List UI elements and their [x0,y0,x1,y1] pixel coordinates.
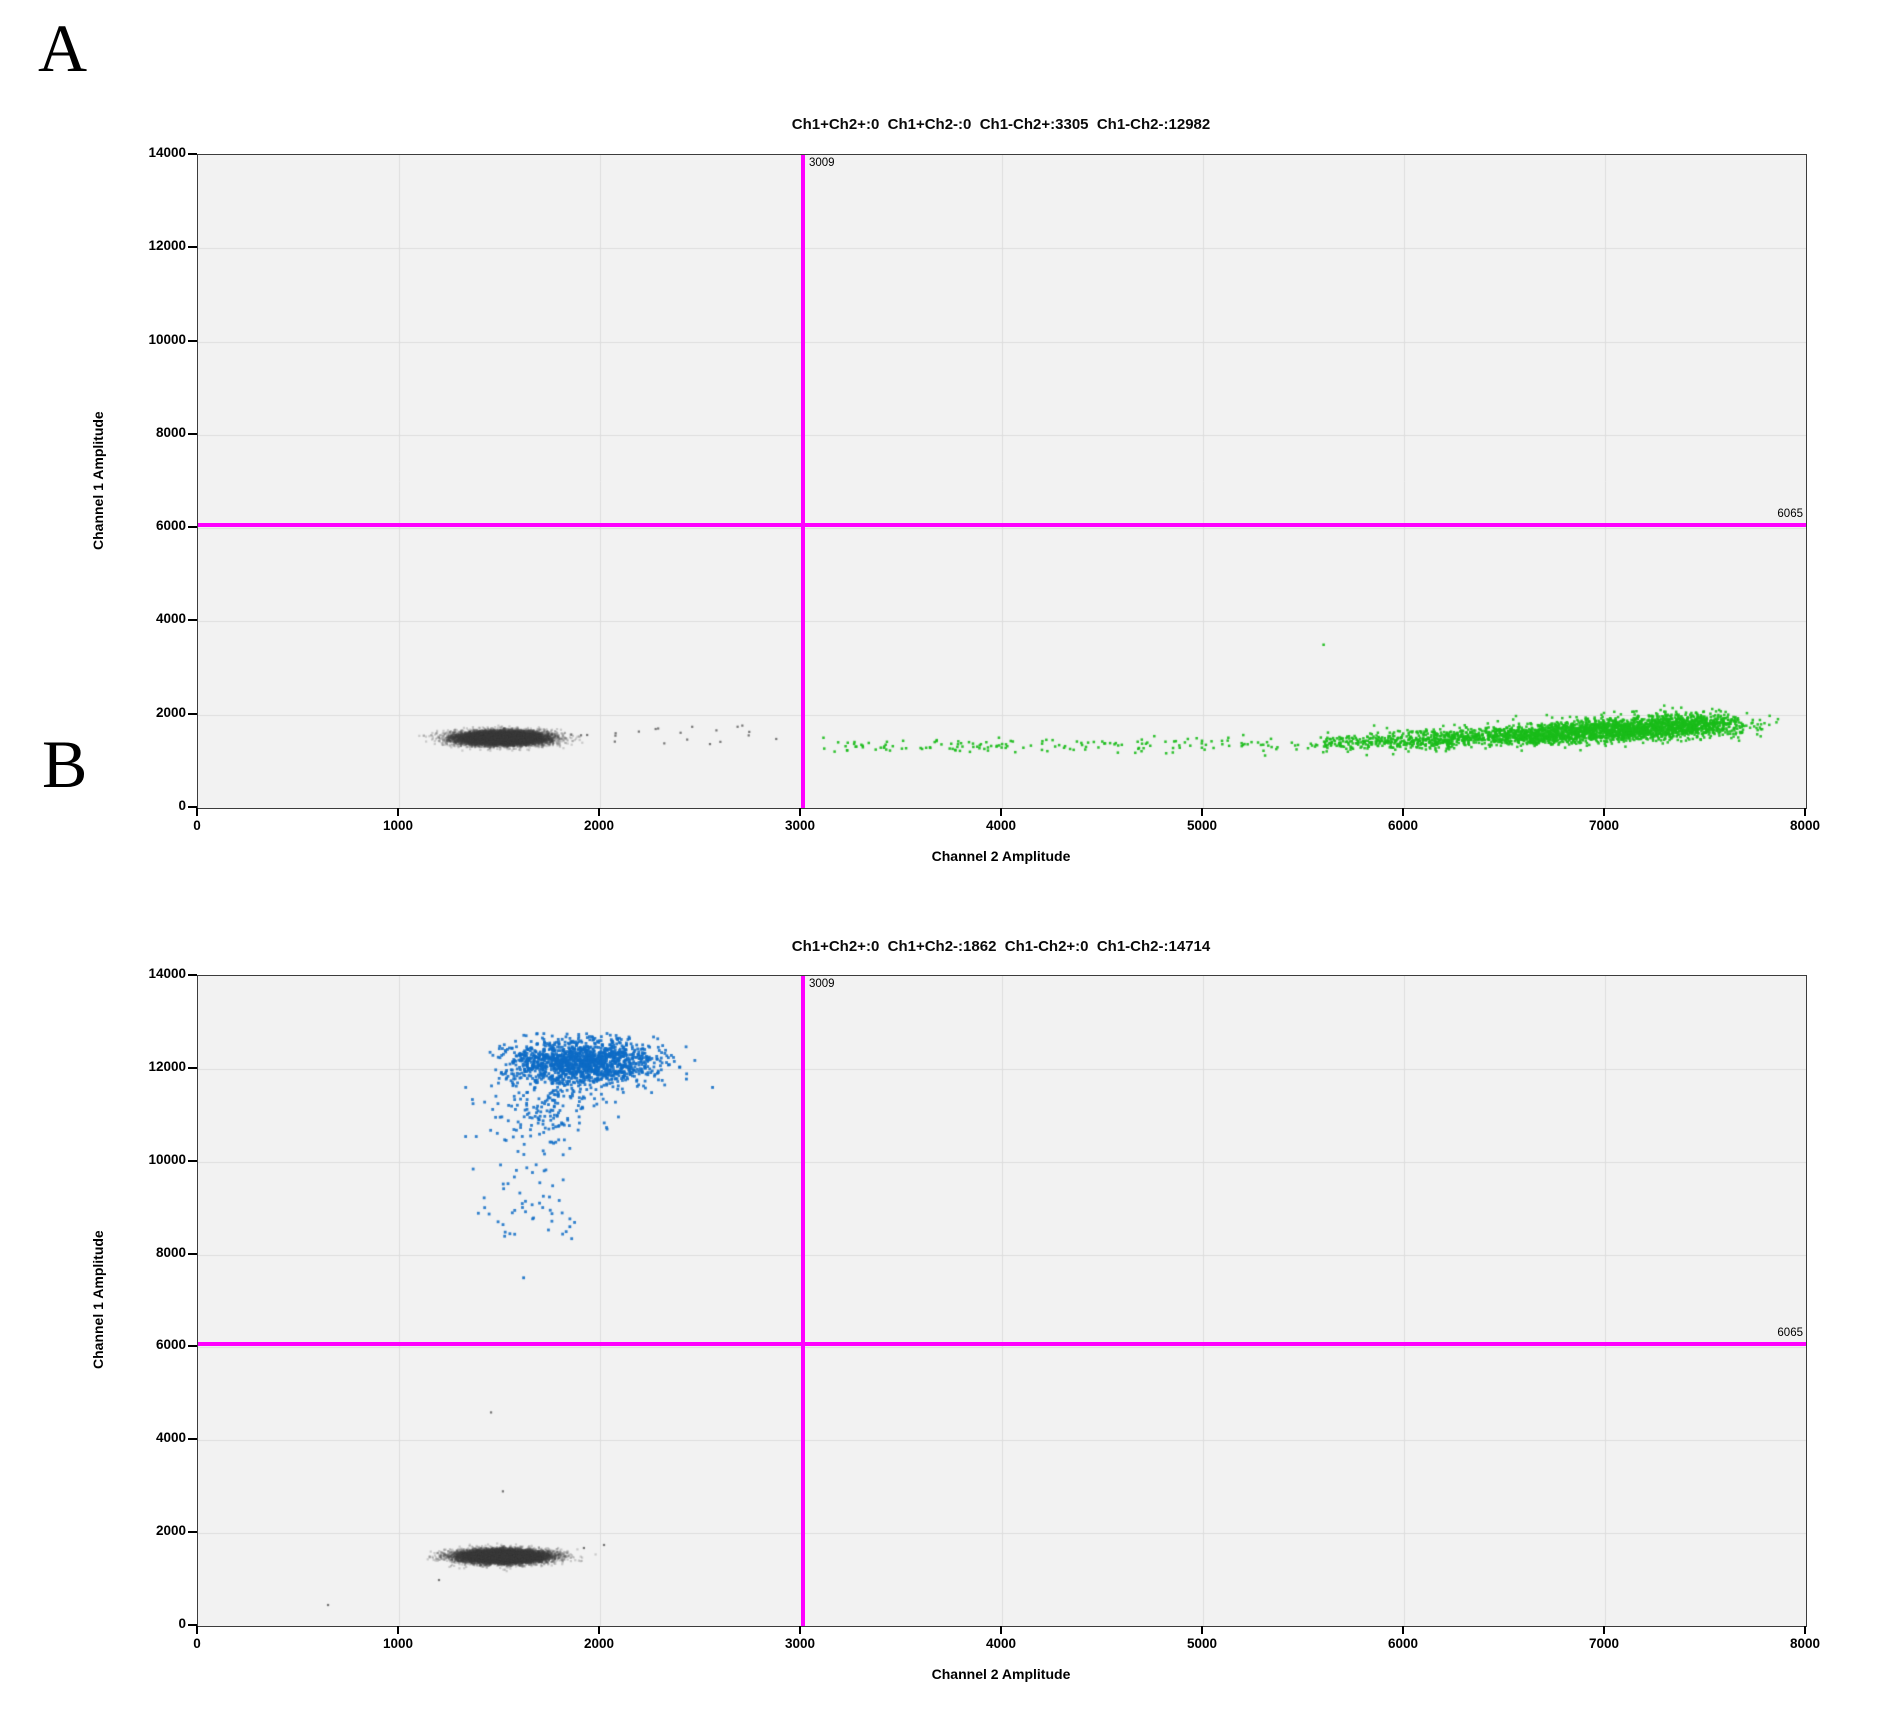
x-tick-label: 1000 [382,818,414,833]
y-tick-mark [188,1438,197,1441]
y-tick-label: 6000 [155,1337,186,1353]
y-tick-label: 12000 [148,1058,186,1074]
x-tick-mark [598,808,600,816]
panel-b-crosshair-y-value: 6065 [1777,1327,1803,1339]
x-tick-label: 7000 [1588,818,1620,833]
x-tick-mark [1402,1626,1404,1634]
x-tick-label: 6000 [1387,818,1419,833]
x-tick-label: 4000 [985,1636,1017,1651]
y-tick-label: 0 [178,1616,186,1631]
y-tick-label: 4000 [155,611,186,627]
panel-b-scatter-canvas [198,976,1806,1626]
x-tick-mark [1000,1626,1002,1634]
panel-b-crosshair-vertical-line[interactable] [801,976,805,1626]
panel-b-x-axis-title: Channel 2 Amplitude [931,1666,1071,1682]
x-tick-mark [1201,1626,1203,1634]
y-tick-label: 14000 [148,145,186,160]
panel-a-x-axis-title: Channel 2 Amplitude [931,848,1071,864]
panel-b-crosshair-x-value: 3009 [809,978,835,990]
x-tick-label: 0 [193,818,201,833]
y-tick-label: 8000 [155,424,186,440]
x-tick-mark [1804,808,1806,816]
x-tick-mark [799,1626,801,1634]
x-tick-mark [1201,808,1203,816]
panel-b-y-axis-title: Channel 1 Amplitude [90,1230,106,1370]
panel-a-crosshair-x-value: 3009 [809,157,835,169]
y-tick-mark [188,619,197,622]
x-tick-label: 0 [193,1636,201,1651]
panel-a-crosshair-vertical-line[interactable] [801,155,805,808]
panel-a-plot-area: 3009 6065 [197,154,1807,809]
x-tick-mark [397,1626,399,1634]
panel-b-chart-title: Ch1+Ch2+:0 Ch1+Ch2-:1862 Ch1-Ch2+:0 Ch1-… [791,938,1211,955]
panel-a-scatter-canvas [198,155,1806,808]
x-tick-label: 1000 [382,1636,414,1651]
x-tick-label: 3000 [784,818,816,833]
y-tick-mark [188,153,197,155]
y-tick-mark [188,339,197,342]
y-tick-mark [188,712,197,715]
y-tick-mark [188,1345,197,1348]
x-tick-label: 8000 [1789,818,1821,833]
panel-a-crosshair-horizontal-line[interactable] [198,523,1806,527]
y-tick-mark [188,246,197,249]
x-tick-label: 8000 [1789,1636,1821,1651]
y-tick-label: 14000 [148,966,186,981]
x-tick-mark [799,808,801,816]
x-tick-label: 7000 [1588,1636,1620,1651]
x-tick-mark [1603,1626,1605,1634]
y-tick-label: 2000 [155,1523,186,1539]
panel-a-chart-title: Ch1+Ch2+:0 Ch1+Ch2-:0 Ch1-Ch2+:3305 Ch1-… [791,116,1211,133]
y-tick-label: 4000 [155,1430,186,1446]
y-tick-mark [188,1624,197,1626]
x-tick-label: 3000 [784,1636,816,1651]
panel-b-plot-area: 3009 6065 [197,975,1807,1627]
x-tick-label: 4000 [985,818,1017,833]
panel-a-crosshair-y-value: 6065 [1777,508,1803,520]
y-tick-label: 6000 [155,518,186,534]
panel-b-crosshair-horizontal-line[interactable] [198,1342,1806,1346]
panel-a-label: A [38,10,88,86]
x-tick-mark [598,1626,600,1634]
x-tick-label: 6000 [1387,1636,1419,1651]
y-tick-mark [188,1066,197,1069]
y-tick-label: 10000 [148,1151,186,1167]
y-tick-mark [188,1531,197,1534]
x-tick-label: 2000 [583,818,615,833]
y-tick-mark [188,806,197,808]
panel-b-label: B [42,726,88,802]
y-tick-label: 12000 [148,238,186,254]
x-tick-mark [1402,808,1404,816]
x-tick-label: 5000 [1186,818,1218,833]
y-tick-mark [188,974,197,976]
x-tick-mark [196,1626,198,1634]
y-tick-label: 10000 [148,331,186,347]
x-tick-mark [1603,808,1605,816]
x-tick-label: 2000 [583,1636,615,1651]
x-tick-mark [196,808,198,816]
x-tick-label: 5000 [1186,1636,1218,1651]
y-tick-mark [188,1159,197,1162]
y-tick-label: 8000 [155,1244,186,1260]
y-tick-label: 0 [178,798,186,813]
x-tick-mark [397,808,399,816]
x-tick-mark [1804,1626,1806,1634]
y-tick-mark [188,1252,197,1255]
x-tick-mark [1000,808,1002,816]
y-tick-mark [188,526,197,529]
y-tick-label: 2000 [155,704,186,720]
y-tick-mark [188,432,197,435]
